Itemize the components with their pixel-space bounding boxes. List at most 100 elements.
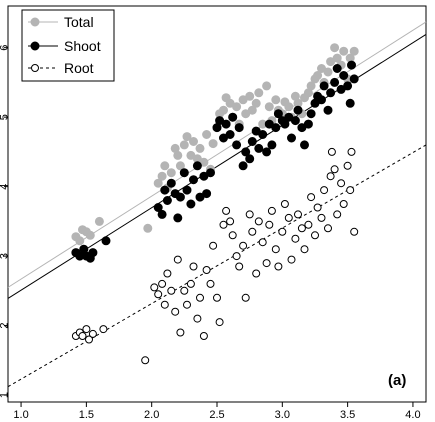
point-root [317, 213, 326, 222]
legend-shoot-label: Shoot [64, 38, 101, 54]
point-root [235, 262, 244, 271]
point-root [176, 328, 185, 337]
y-tick-label: 3 [0, 253, 10, 259]
point-total [330, 43, 340, 53]
point-root [252, 269, 261, 278]
point-root [196, 293, 204, 302]
point-shoot [153, 203, 163, 212]
point-shoot [225, 130, 235, 139]
point-total [262, 81, 272, 91]
point-shoot [347, 60, 356, 70]
point-root [339, 200, 348, 208]
legend: Total Shoot Root [21, 9, 115, 82]
point-total [219, 105, 228, 115]
legend-root-marker [31, 64, 39, 72]
y-tick-label: 1 [0, 392, 10, 398]
point-root [271, 245, 280, 254]
point-root [258, 238, 267, 247]
point-root [248, 227, 257, 236]
point-total [94, 216, 104, 226]
point-total [208, 139, 218, 149]
point-total [166, 168, 176, 178]
point-root [330, 165, 339, 174]
point-shoot [186, 199, 196, 209]
x-tick-label: 1.0 [13, 409, 28, 421]
point-total [189, 137, 198, 146]
point-shoot [287, 133, 296, 143]
point-total [313, 71, 323, 80]
point-total [264, 102, 274, 112]
point-root [78, 332, 87, 340]
point-shoot [319, 81, 329, 91]
point-shoot [234, 123, 244, 133]
data-points [71, 43, 359, 365]
point-root [350, 227, 359, 236]
point-root [343, 161, 352, 170]
point-shoot [232, 140, 242, 150]
point-shoot [88, 248, 98, 258]
point-root [206, 279, 215, 288]
point-shoot [241, 147, 251, 157]
point-shoot [245, 154, 255, 164]
point-root [324, 224, 332, 233]
point-root [287, 255, 296, 264]
point-shoot [160, 185, 170, 195]
point-total [202, 130, 212, 139]
point-shoot [339, 71, 349, 80]
point-total [175, 161, 185, 171]
x-tick-label: 3.5 [340, 409, 355, 421]
point-total [349, 46, 359, 56]
point-shoot [182, 185, 192, 195]
point-root [160, 300, 169, 309]
point-root [141, 356, 150, 365]
point-shoot [343, 81, 353, 91]
point-root [228, 231, 237, 240]
point-total [284, 102, 294, 112]
point-root [239, 241, 248, 250]
point-shoot [228, 112, 238, 122]
point-shoot [192, 161, 202, 171]
point-root [311, 231, 319, 240]
fit-line-root [7, 144, 427, 388]
point-root [88, 329, 97, 338]
point-root [333, 210, 342, 219]
point-total [179, 140, 189, 150]
x-tick-label: 2.5 [209, 409, 224, 421]
point-root [189, 262, 198, 271]
point-shoot [306, 109, 316, 119]
point-root [304, 220, 313, 229]
point-shoot [247, 137, 257, 146]
point-root [241, 293, 250, 302]
point-root [193, 314, 202, 323]
point-root [265, 220, 274, 229]
point-root [297, 224, 306, 233]
point-total [173, 150, 183, 160]
y-tick-label: 6 [0, 45, 10, 51]
point-total [195, 143, 205, 153]
point-shoot [303, 119, 313, 129]
point-root [307, 193, 316, 202]
point-root [163, 269, 172, 278]
point-root [245, 210, 254, 219]
point-root [173, 255, 182, 264]
point-shoot [332, 64, 342, 73]
y-axis: 1 2 3 4 5 6 [0, 45, 10, 398]
point-root [347, 147, 356, 156]
point-root [291, 234, 300, 243]
x-tick-label: 2.0 [144, 409, 159, 421]
point-shoot [157, 209, 167, 219]
y-tick-label: 2 [0, 323, 10, 329]
point-shoot [330, 77, 340, 87]
point-root [186, 279, 195, 288]
point-root [337, 179, 346, 188]
point-shoot [173, 213, 183, 223]
point-shoot [290, 116, 300, 126]
point-root [274, 262, 283, 271]
point-shoot [166, 178, 176, 188]
point-root [215, 318, 224, 327]
point-root [262, 259, 271, 268]
point-total [85, 230, 95, 240]
point-shoot [267, 140, 277, 150]
point-shoot [179, 168, 189, 178]
point-root [85, 335, 93, 344]
